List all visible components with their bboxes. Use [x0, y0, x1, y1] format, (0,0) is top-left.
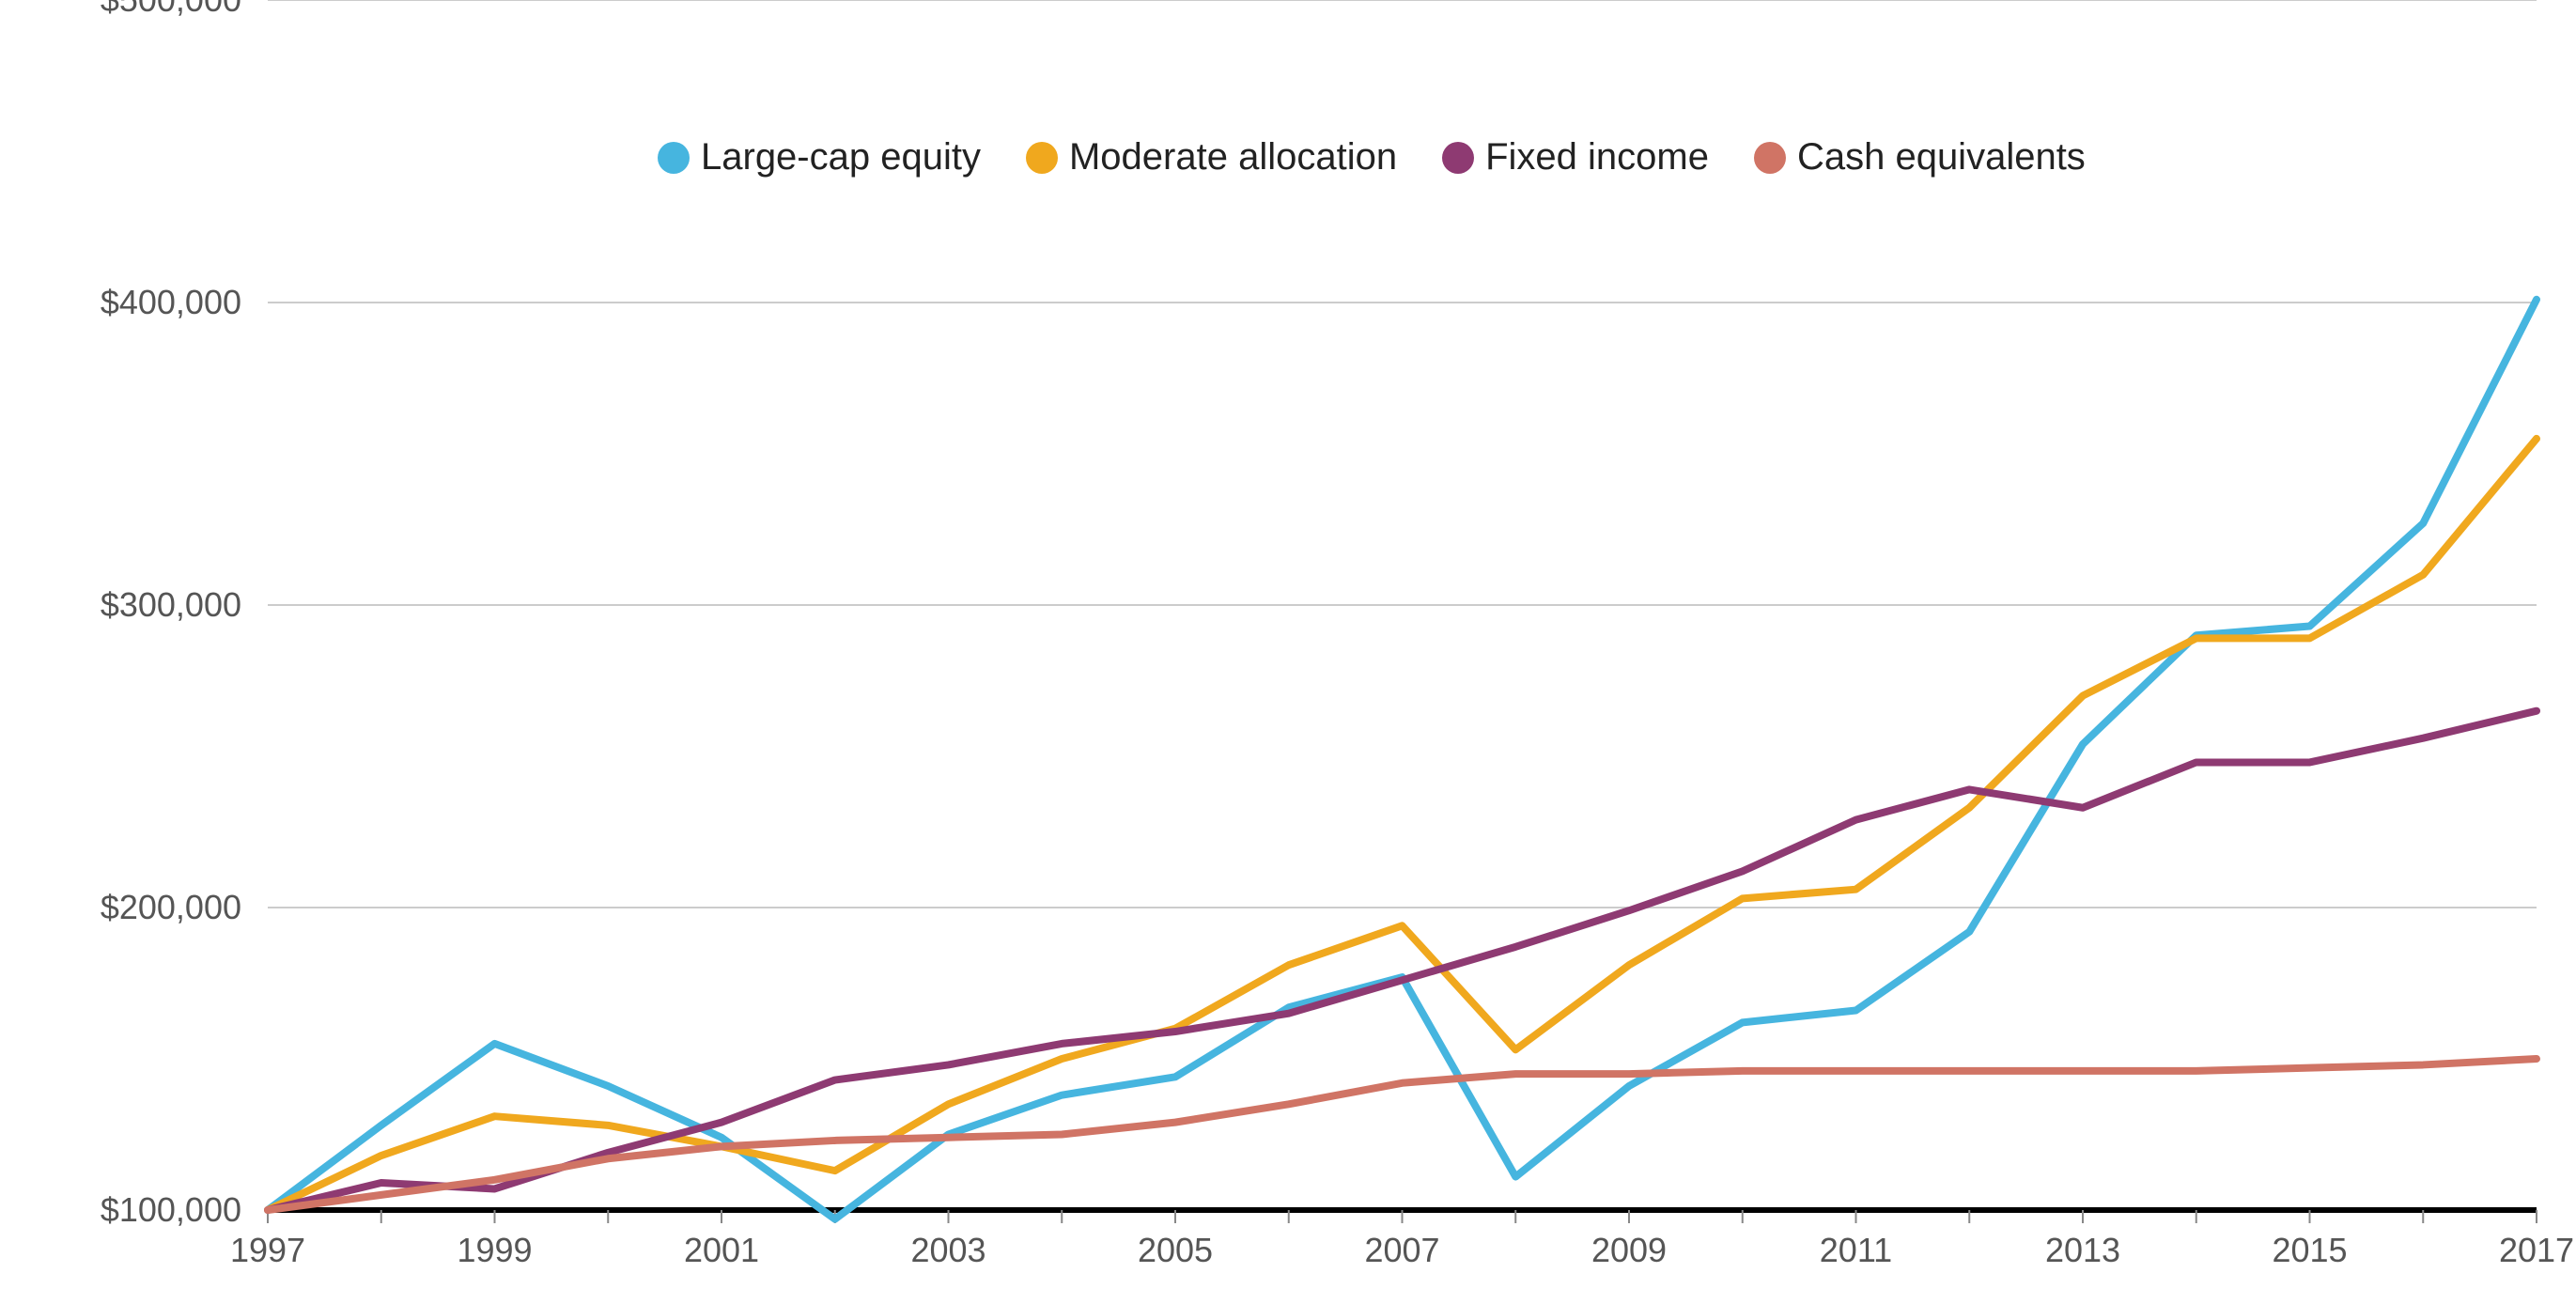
legend-item: Cash equivalents	[1754, 136, 2086, 179]
x-axis-label: 1997	[230, 1231, 305, 1270]
legend-item: Fixed income	[1442, 136, 1709, 179]
x-axis-label: 2011	[1820, 1231, 1892, 1270]
x-axis-label: 2003	[910, 1231, 985, 1270]
x-axis-label: 2001	[684, 1231, 759, 1270]
legend-dot-icon	[1442, 142, 1474, 174]
legend-dot-icon	[658, 142, 690, 174]
legend-item: Large-cap equity	[658, 136, 981, 179]
y-axis-label: $100,000	[0, 1190, 241, 1230]
legend-label: Large-cap equity	[701, 136, 981, 179]
series-line: Fixed income	[268, 711, 2537, 1210]
legend-label: Fixed income	[1485, 136, 1709, 179]
x-axis-label: 2015	[2272, 1231, 2347, 1270]
y-axis-label: $200,000	[0, 888, 241, 927]
x-axis-label: 2013	[2045, 1231, 2120, 1270]
x-axis-label: 2017	[2499, 1231, 2574, 1270]
x-axis-label: 1999	[457, 1231, 532, 1270]
y-axis-label: $300,000	[0, 585, 241, 625]
y-axis-label: $400,000	[0, 283, 241, 322]
x-axis-label: 2009	[1591, 1231, 1667, 1270]
growth-line-chart: Large-cap equityModerate allocationFixed…	[0, 0, 2576, 1304]
chart-svg: Large-cap equityModerate allocationFixed…	[0, 0, 2576, 1304]
legend-dot-icon	[1026, 142, 1058, 174]
y-axis-label: $500,000	[0, 0, 241, 20]
legend-item: Moderate allocation	[1026, 136, 1397, 179]
legend-label: Cash equivalents	[1797, 136, 2086, 179]
x-axis-label: 2005	[1138, 1231, 1213, 1270]
legend: Large-cap equity Moderate allocation Fixed…	[658, 136, 2086, 179]
x-axis-label: 2007	[1364, 1231, 1439, 1270]
series-line: Moderate allocation	[268, 439, 2537, 1210]
legend-label: Moderate allocation	[1069, 136, 1397, 179]
legend-dot-icon	[1754, 142, 1786, 174]
series-line: Cash equivalents	[268, 1059, 2537, 1210]
